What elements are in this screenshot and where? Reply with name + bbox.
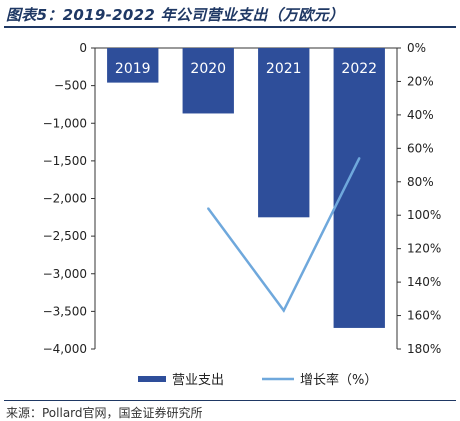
right-tick-label: 60%: [407, 141, 434, 155]
source-divider: [4, 400, 456, 401]
title-divider: [4, 26, 456, 28]
left-tick-label: 0: [79, 41, 87, 55]
growth-rate-point: [358, 157, 361, 160]
chart-title: 图表5：2019-2022 年公司营业支出（万欧元）: [6, 6, 345, 24]
category-label: 2019: [115, 61, 151, 77]
left-tick-label: −2,500: [43, 229, 87, 243]
right-tick-label: 140%: [407, 275, 441, 289]
growth-rate-point: [282, 309, 285, 312]
bar-2022: [333, 48, 385, 328]
right-tick-label: 80%: [407, 175, 434, 189]
right-tick-label: 120%: [407, 242, 441, 256]
category-label: 2022: [341, 61, 377, 77]
left-tick-label: −2,000: [43, 192, 87, 206]
left-tick-label: −3,500: [43, 304, 87, 318]
bar-2021: [258, 48, 310, 218]
category-label: 2020: [190, 61, 226, 77]
bar-2019: [107, 48, 159, 83]
right-tick-label: 0%: [407, 41, 426, 55]
chart: 0 −500 −1,000 −1,500 −2,000 −2,500 −3,000 −3,50…: [43, 41, 442, 388]
bar-2020: [182, 48, 234, 114]
left-tick-label: −1,500: [43, 154, 87, 168]
right-tick-label: 40%: [407, 108, 434, 122]
right-tick-label: 180%: [407, 342, 441, 356]
right-tick-label: 160%: [407, 309, 441, 323]
legend-bar-swatch: [138, 376, 166, 382]
left-tick-label: −500: [54, 79, 87, 93]
left-tick-label: −3,000: [43, 267, 87, 281]
growth-rate-point: [207, 207, 210, 210]
legend-line-label: 增长率（%）: [300, 372, 377, 388]
category-label: 2021: [266, 61, 302, 77]
left-tick-label: −4,000: [43, 342, 87, 356]
right-tick-label: 100%: [407, 208, 441, 222]
source-note: 来源：Pollard官网，国金证券研究所: [6, 406, 203, 420]
legend-bar-label: 营业支出: [172, 373, 224, 388]
left-tick-label: −1,000: [43, 116, 87, 130]
right-tick-label: 20%: [407, 74, 434, 88]
